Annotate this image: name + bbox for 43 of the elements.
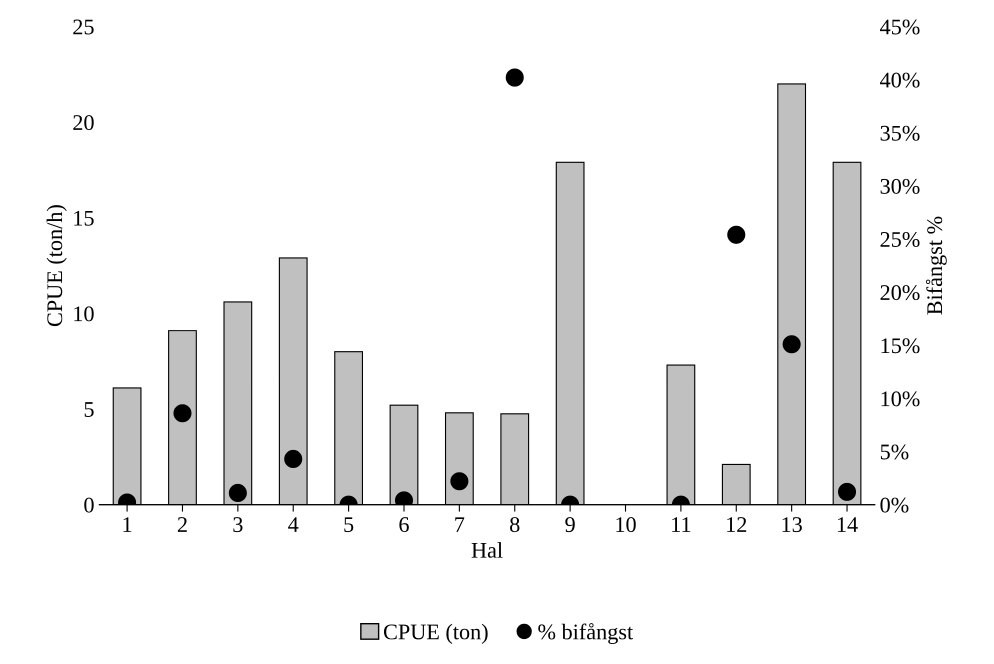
x-tick-label: 6	[399, 517, 409, 532]
y2-tick-label: 20%	[880, 285, 920, 300]
y2-axis-title: Bifångst %	[926, 216, 947, 315]
point	[782, 335, 801, 354]
y2-tick-label: 15%	[882, 338, 920, 354]
x-tick-label: 10	[616, 517, 636, 532]
y-tick-label: 10	[74, 306, 94, 322]
x-tick-label: 14	[838, 517, 858, 532]
point	[450, 472, 468, 490]
y2-tick-label: 30%	[880, 178, 920, 194]
legend-label: CPUE (ton)	[384, 624, 488, 644]
y2-tick-label: 45%	[880, 19, 920, 35]
x-tick-label: 12	[727, 517, 746, 532]
y2-tick-label: 5%	[880, 444, 908, 460]
legend-label: % bifångst	[538, 623, 634, 644]
y-tick-label: 15	[74, 210, 94, 226]
y-tick-label: 0	[84, 498, 94, 513]
y2-tick-label: 25%	[880, 232, 920, 248]
x-tick-label: 13	[782, 517, 802, 532]
x-tick-label: 8	[510, 517, 520, 532]
x-tick-label: 1	[123, 517, 132, 532]
point	[506, 68, 524, 87]
x-tick-label: 7	[455, 517, 464, 532]
y-axis-title: CPUE (ton/h)	[46, 205, 67, 326]
x-tick-label: 4	[288, 517, 298, 532]
point	[838, 482, 856, 501]
y-tick-label: 25	[73, 20, 94, 34]
point	[228, 484, 247, 502]
point	[727, 226, 746, 244]
y2-tick-label: 35%	[880, 126, 920, 141]
y2-tick-label: 40%	[880, 72, 920, 88]
y2-tick-label: 0%	[880, 498, 908, 513]
x-tick-label: 11	[672, 517, 690, 532]
x-tick-label: 5	[344, 517, 354, 532]
point	[173, 404, 192, 422]
y2-tick-label: 10%	[882, 391, 920, 406]
x-tick-label: 3	[233, 517, 243, 532]
y-tick-label: 20	[73, 115, 94, 130]
x-tick-label: 2	[178, 517, 187, 532]
x-axis-title: Hal	[472, 542, 503, 558]
point	[284, 450, 302, 468]
y-tick-label: 5	[84, 402, 94, 417]
x-tick-label: 9	[565, 517, 575, 532]
